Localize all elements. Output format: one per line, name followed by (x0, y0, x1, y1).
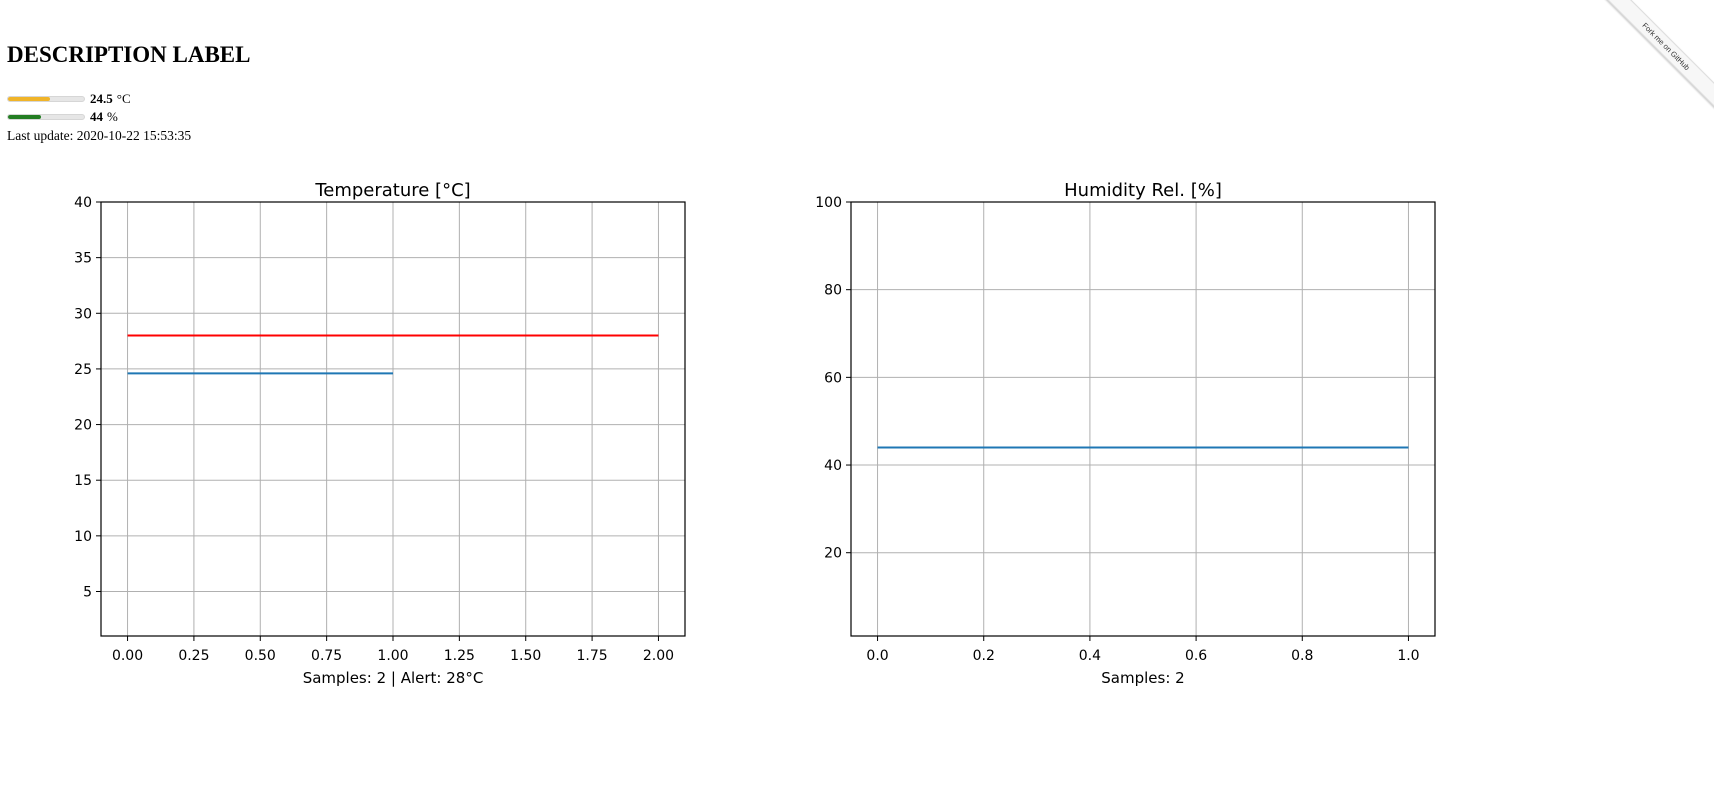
fork-ribbon-link[interactable]: Fork me on GitHub (1564, 0, 1714, 150)
chart-0-y-tick-label: 25 (74, 362, 92, 378)
temperature-chart-svg: Temperature [°C] 0.00 0.25 0.50 0.75 1.00 1.25… (74, 180, 686, 687)
chart-1-x-tick-label: 0.0 (866, 648, 888, 664)
page-title: DESCRIPTION LABEL (7, 42, 251, 67)
temperature-bar (7, 96, 85, 102)
temperature-unit: °C (116, 91, 131, 106)
chart-1-x-tick-label: 1.0 (1397, 648, 1419, 664)
humidity-chart-svg: Humidity Rel. [%] 0.0 0.2 0.4 0.6 0.8 1.0 20 40 6… (815, 180, 1436, 687)
chart-0-y-tick-label: 20 (74, 418, 92, 434)
chart-1-y-tick-label: 20 (824, 546, 842, 562)
chart-1-y-tick-label: 40 (824, 458, 842, 474)
temperature-reading: 24.5 °C (7, 91, 131, 106)
humidity-unit: % (107, 109, 118, 124)
chart-0-y-tick-label: 30 (74, 306, 92, 322)
chart-0-plot-frame (100, 201, 686, 637)
fork-ribbon-label: Fork me on GitHub (1589, 0, 1714, 124)
chart-1-y-tick-label: 60 (824, 370, 842, 386)
chart-1-x-tick-label: 0.2 (973, 648, 995, 664)
chart-0-x-tick-label: 1.00 (377, 648, 408, 664)
last-update: Last update: 2020-10-22 15:53:35 (7, 128, 192, 143)
chart-0-x-tick-label: 0.25 (178, 648, 209, 664)
chart-0-x-tick-label: 0.75 (311, 648, 342, 664)
chart-1-y-tick-label: 100 (815, 195, 842, 211)
humidity-reading: 44 % (7, 109, 118, 124)
chart-1-x-tick-label: 0.8 (1291, 648, 1313, 664)
chart-0-x-tick-label: 0.50 (245, 648, 276, 664)
chart-1-x-tick-label: 0.6 (1185, 648, 1207, 664)
chart-0-y-tick-label: 35 (74, 251, 92, 267)
temperature-bar-fill (8, 97, 50, 101)
chart-0-y-tick-label: 40 (74, 195, 92, 211)
humidity-value: 44 (90, 109, 103, 124)
humidity-bar (7, 114, 85, 120)
chart-0-x-axis-label: Samples: 2 | Alert: 28°C (303, 669, 484, 687)
temperature-chart: Temperature [°C] 0.00 0.25 0.50 0.75 1.00 1.25… (60, 180, 720, 705)
chart-0-y-tick-label: 10 (74, 529, 92, 545)
humidity-bar-fill (8, 115, 42, 119)
chart-0-x-tick-label: 0.00 (112, 648, 143, 664)
chart-1-title: Humidity Rel. [%] (1064, 180, 1222, 201)
chart-0-x-tick-label: 1.75 (577, 648, 608, 664)
chart-0-y-tick-label: 5 (83, 584, 92, 600)
chart-0-x-tick-label: 1.25 (444, 648, 475, 664)
chart-0-x-tick-label: 1.50 (510, 648, 541, 664)
chart-1-x-tick-label: 0.4 (1079, 648, 1101, 664)
chart-0-title: Temperature [°C] (314, 180, 470, 201)
chart-1-x-axis-label: Samples: 2 (1101, 669, 1184, 687)
chart-1-y-tick-label: 80 (824, 283, 842, 299)
temperature-value: 24.5 (90, 91, 113, 106)
chart-0-x-tick-label: 2.00 (643, 648, 674, 664)
humidity-chart: Humidity Rel. [%] 0.0 0.2 0.4 0.6 0.8 1.0 20 40 6… (810, 180, 1470, 705)
chart-1-plot-frame (850, 201, 1436, 637)
chart-0-y-tick-label: 15 (74, 473, 92, 489)
